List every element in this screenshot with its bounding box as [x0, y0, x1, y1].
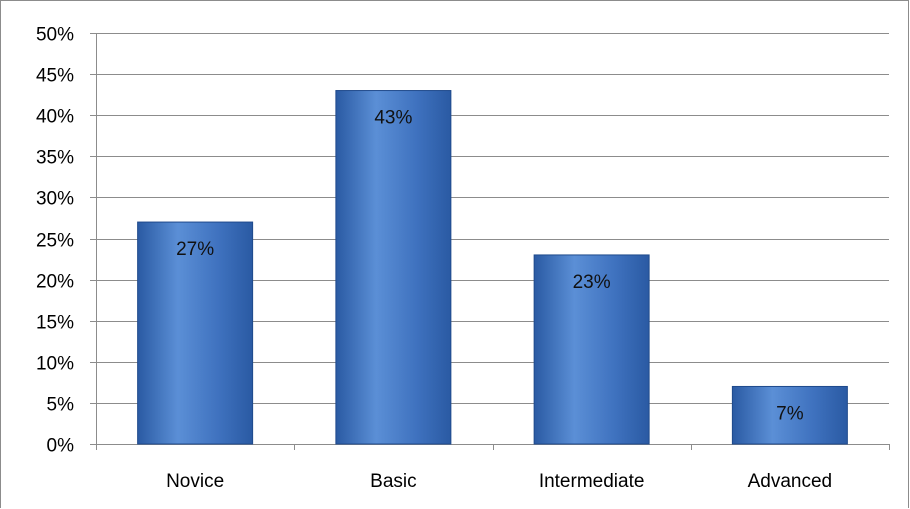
bar-basic [335, 90, 452, 445]
category-label-intermediate: Intermediate [539, 471, 645, 492]
y-tick-label: 25% [36, 231, 74, 252]
category-label-novice: Novice [166, 471, 224, 492]
y-tick-label: 0% [47, 436, 75, 457]
data-label-intermediate: 23% [573, 272, 611, 293]
y-tick-label: 40% [36, 107, 74, 128]
category-label-basic: Basic [370, 471, 416, 492]
y-tick-label: 30% [36, 189, 74, 210]
category-label-advanced: Advanced [748, 471, 833, 492]
bars [137, 90, 848, 445]
y-tick-label: 45% [36, 66, 74, 87]
y-tick-label: 50% [36, 25, 74, 46]
bar-advanced [731, 385, 848, 445]
bar-intermediate [533, 254, 650, 445]
y-tick-label: 5% [47, 395, 75, 416]
data-label-basic: 43% [374, 108, 412, 129]
y-tick-label: 10% [36, 354, 74, 375]
y-tick-label: 15% [36, 313, 74, 334]
labels: 0% 5% 10% 15% 20% 25% 30% 35% 40% 45% 50% 27% Novice… [36, 25, 832, 493]
axes [90, 33, 890, 450]
data-label-advanced: 7% [776, 403, 804, 424]
y-tick-label: 35% [36, 148, 74, 169]
bar-novice [137, 221, 254, 445]
data-label-novice: 27% [176, 239, 214, 260]
y-tick-label: 20% [36, 272, 74, 293]
